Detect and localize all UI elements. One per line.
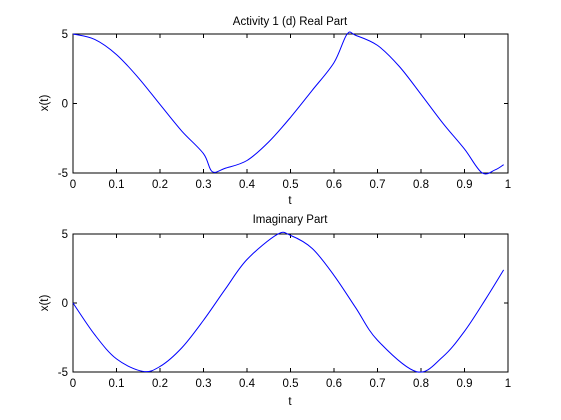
imaginary-part-xlabel: t: [288, 396, 292, 408]
imaginary-part-xtick-label: 0.1: [109, 378, 125, 390]
real-part-xtick-label: 0.8: [413, 179, 429, 191]
imaginary-part-xtick-label: 0.7: [370, 378, 386, 390]
real-part-ticks: 0 0.1 0.2 0.3 0.4 0.5 0.6 0.7 0.8 0.9 1-505: [58, 29, 511, 191]
imaginary-part-xtick-label: 0: [70, 378, 76, 390]
real-part-curve: [72, 31, 504, 175]
real-part-title: Activity 1 (d) Real Part: [233, 16, 348, 28]
imaginary-part-xtick-label: 0.5: [283, 378, 299, 390]
imaginary-part-ytick-label: 0: [62, 298, 68, 310]
real-part-xtick-label: 0.4: [239, 179, 256, 191]
imaginary-part-ytick-label: -5: [58, 367, 68, 379]
imaginary-part-xtick-label: 0.3: [196, 378, 212, 390]
real-part-ytick-label: 5: [62, 29, 68, 41]
real-part-xtick-label: 0.2: [152, 179, 168, 191]
real-part-xtick-label: 0.6: [326, 179, 342, 191]
real-part-plot: Activity 1 (d) Real Part 0 0.1 0.2 0.3 0.4 0.…: [39, 16, 511, 207]
real-part-xlabel: t: [288, 195, 292, 207]
real-part-xtick-label: 0.9: [457, 179, 473, 191]
imaginary-part-plot: Imaginary Part 0 0.1 0.2 0.3 0.4 0.5 0.6 0.7 0.8…: [39, 214, 511, 408]
imaginary-part-curve: [72, 231, 505, 373]
real-part-ylabel: x(t): [39, 95, 51, 112]
imaginary-part-ylabel: x(t): [39, 295, 51, 312]
real-part-xtick-label: 0.3: [196, 179, 212, 191]
real-part-ytick-label: -5: [58, 168, 68, 180]
real-part-xtick-label: 0.5: [283, 179, 299, 191]
real-part-ytick-label: 0: [62, 99, 68, 111]
real-part-xtick-label: 0.7: [370, 179, 386, 191]
imaginary-part-xtick-label: 0.8: [413, 378, 429, 390]
imaginary-part-axes-box: [72, 233, 509, 373]
imaginary-part-xtick-label: 0.6: [326, 378, 342, 390]
imaginary-part-xtick-label: 0.2: [152, 378, 168, 390]
imaginary-part-xtick-label: 1: [505, 378, 511, 390]
real-part-axes-box: [72, 33, 509, 174]
imaginary-part-ticks: 0 0.1 0.2 0.3 0.4 0.5 0.6 0.7 0.8 0.9 1-505: [58, 229, 511, 390]
real-part-xtick-label: 1: [505, 179, 511, 191]
imaginary-part-xtick-label: 0.4: [239, 378, 256, 390]
real-part-xtick-label: 0: [70, 179, 76, 191]
imaginary-part-xtick-label: 0.9: [457, 378, 473, 390]
imaginary-part-title: Imaginary Part: [253, 214, 329, 226]
real-part-xtick-label: 0.1: [109, 179, 125, 191]
imaginary-part-ytick-label: 5: [62, 229, 68, 241]
